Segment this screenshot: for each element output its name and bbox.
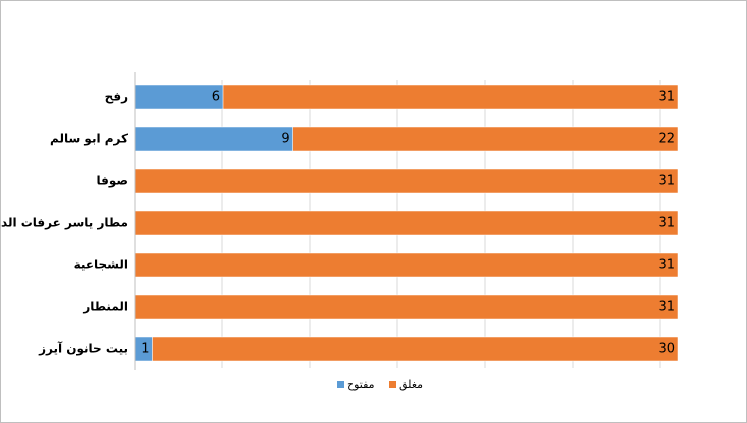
category-label: صوفا: [97, 174, 128, 189]
category-label: المنطار: [82, 300, 128, 314]
category-label: مطار ياسر عرفات الدولي: [0, 216, 128, 231]
category-label: كرم ابو سالم: [50, 132, 128, 147]
bar-segment: [134, 210, 679, 236]
category-label: رفح: [105, 90, 129, 104]
value-label: 31: [658, 300, 675, 315]
bar-segment: [152, 336, 679, 362]
value-label: 31: [658, 90, 675, 105]
category-label: الشجاعية: [74, 258, 128, 272]
legend-label: مغلق: [399, 378, 423, 392]
value-label: 31: [658, 216, 675, 231]
bar-segment: [134, 84, 224, 110]
value-label: 30: [658, 342, 675, 357]
value-label: 1: [141, 342, 149, 357]
value-label: 6: [212, 90, 220, 105]
legend-label: مفتوح: [347, 378, 375, 391]
category-label: بيت حانون آيرز: [38, 341, 128, 357]
bar-segment: [134, 252, 679, 278]
legend-swatch: [337, 381, 344, 388]
value-label: 31: [658, 174, 675, 189]
value-label: 9: [281, 132, 289, 147]
bar-segment: [222, 84, 679, 110]
bar-segment: [292, 126, 679, 152]
bar-segment: [134, 126, 293, 152]
bar-segment: [134, 168, 679, 194]
bar-segment: [134, 294, 679, 320]
value-label: 22: [658, 132, 675, 147]
legend-swatch: [389, 381, 396, 388]
value-label: 31: [658, 258, 675, 273]
